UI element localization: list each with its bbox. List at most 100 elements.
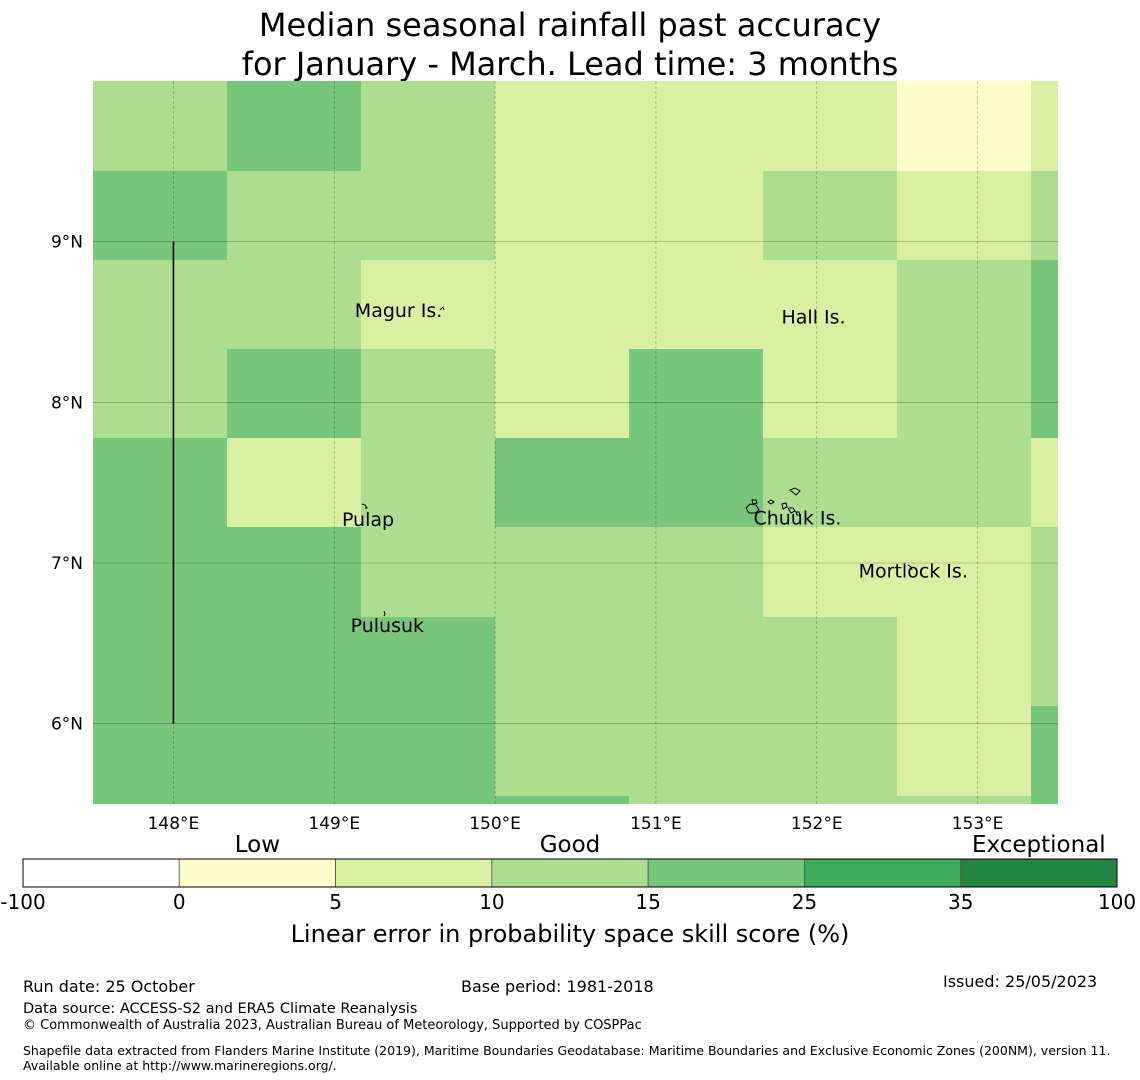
grid-cell (763, 260, 897, 349)
run-date: Run date: 25 October (23, 977, 195, 996)
grid-cell (629, 171, 763, 260)
pulap-outline (361, 503, 368, 509)
grid-cell (495, 349, 629, 438)
map-title-line1: Median seasonal rainfall past accuracy (258, 6, 882, 44)
grid-cell (227, 438, 361, 527)
grid-cell (1031, 260, 1058, 349)
colorbar-bin (960, 858, 1118, 888)
island-label: Chuuk Is. (753, 507, 841, 529)
grid-cell (495, 796, 629, 804)
grid-cell (93, 438, 227, 527)
grid-cell (897, 527, 1031, 617)
island-label: Mortlock Is. (859, 560, 968, 582)
colorbar-tick-label: 100 (1098, 890, 1136, 914)
grid-cell (629, 260, 763, 349)
island-label: Pulap (342, 509, 394, 531)
data-source: Data source: ACCESS-S2 and ERA5 Climate … (23, 1001, 418, 1017)
grid-cell (897, 438, 1031, 527)
grid-cell (1031, 438, 1058, 527)
grid-cell (495, 438, 629, 527)
colorbar-tick-label: 15 (635, 890, 660, 914)
mortlock-outline (907, 564, 913, 571)
island-outlines (361, 306, 913, 617)
colorbar-tick-label: 25 (792, 890, 817, 914)
pulusuk-outline (383, 610, 386, 617)
map-title-line2: for January - March. Lead time: 3 months (241, 45, 899, 83)
grid-cell (361, 260, 495, 349)
grid-cell (227, 81, 361, 171)
grid-cell (1031, 617, 1058, 706)
skill-grid (93, 81, 1058, 804)
grid-cell (629, 527, 763, 617)
colorbar-bin (335, 858, 493, 888)
grid-cell (495, 171, 629, 260)
grid-cell (227, 706, 361, 804)
grid-cell (227, 349, 361, 438)
lat-tick-label: 6°N (51, 715, 83, 735)
colorbar-category-label: Low (235, 832, 280, 858)
colorbar-bin (22, 858, 180, 888)
grid-cell (93, 171, 227, 260)
grid-cell (763, 527, 897, 617)
colorbar-tick-label: 5 (329, 890, 342, 914)
colorbar-frame (22, 858, 1118, 888)
grid-cell (361, 527, 495, 617)
grid-cell (93, 349, 227, 438)
magur-outline (439, 306, 445, 311)
grid-cell (227, 171, 361, 260)
grid-cell (897, 171, 1031, 260)
grid-cell (629, 706, 763, 804)
axis-ticks: 148°E 149°E 150°E 151°E 152°E 153°E 9°N 8°N 7°N 6… (51, 233, 1003, 834)
colorbar: -100 0 5 10 15 25 35 100 Low Good Exceptional (0, 832, 1136, 914)
grid-cell (897, 260, 1031, 349)
grid-cell (763, 81, 897, 171)
grid-cell (93, 260, 227, 349)
colorbar-tick-label: 10 (479, 890, 504, 914)
grid-cell (93, 706, 227, 804)
lon-tick-label: 150°E (469, 814, 521, 834)
island-labels: Magur Is. Hall Is. Pulap Chuuk Is. Mortlock … (342, 300, 968, 637)
base-period: Base period: 1981-2018 (461, 977, 654, 996)
grid-cell (897, 349, 1031, 438)
colorbar-bin (647, 858, 805, 888)
grid-cell (763, 706, 897, 804)
lat-tick-label: 8°N (51, 393, 83, 413)
grid-cell (361, 706, 495, 804)
colorbar-category-label: Exceptional (972, 832, 1106, 858)
lon-tick-label: 149°E (308, 814, 360, 834)
grid-cell (227, 527, 361, 617)
grid-cell (897, 81, 1031, 171)
grid-cell (495, 617, 629, 706)
grid-cell (227, 617, 361, 706)
grid-cell (763, 438, 897, 527)
grid-cell (495, 81, 629, 171)
chuuk-lagoon-outline (745, 487, 801, 516)
colorbar-tick-label: 35 (948, 890, 973, 914)
island-label: Pulusuk (351, 615, 424, 637)
copyright: © Commonwealth of Australia 2023, Austra… (23, 1018, 642, 1033)
colorbar-bin (491, 858, 649, 888)
grid-cell (495, 260, 629, 349)
colorbar-bin (178, 858, 336, 888)
grid-cell (93, 617, 227, 706)
grid-cell (629, 81, 763, 171)
grid-cell (629, 349, 763, 438)
lon-tick-label: 153°E (952, 814, 1004, 834)
grid-cell (629, 438, 763, 527)
issued-date: Issued: 25/05/2023 (943, 972, 1098, 991)
grid-cell (897, 706, 1031, 804)
colorbar-label: Linear error in probability space skill … (291, 920, 850, 948)
grid-cell (897, 617, 1031, 706)
lon-tick-label: 148°E (148, 814, 200, 834)
grid-cell (629, 617, 763, 706)
colorbar-category-label: Good (540, 832, 601, 858)
grid-cell (361, 349, 495, 438)
map-figure: Magur Is. Hall Is. Pulap Chuuk Is. Mortlock … (0, 81, 1136, 948)
island-label: Hall Is. (781, 307, 845, 329)
grid-cell (763, 617, 897, 706)
grid-cell (93, 81, 227, 171)
colorbar-bin (804, 858, 962, 888)
lat-tick-label: 9°N (51, 233, 83, 253)
colorbar-tick-label: 0 (173, 890, 186, 914)
graticule (93, 81, 1058, 804)
